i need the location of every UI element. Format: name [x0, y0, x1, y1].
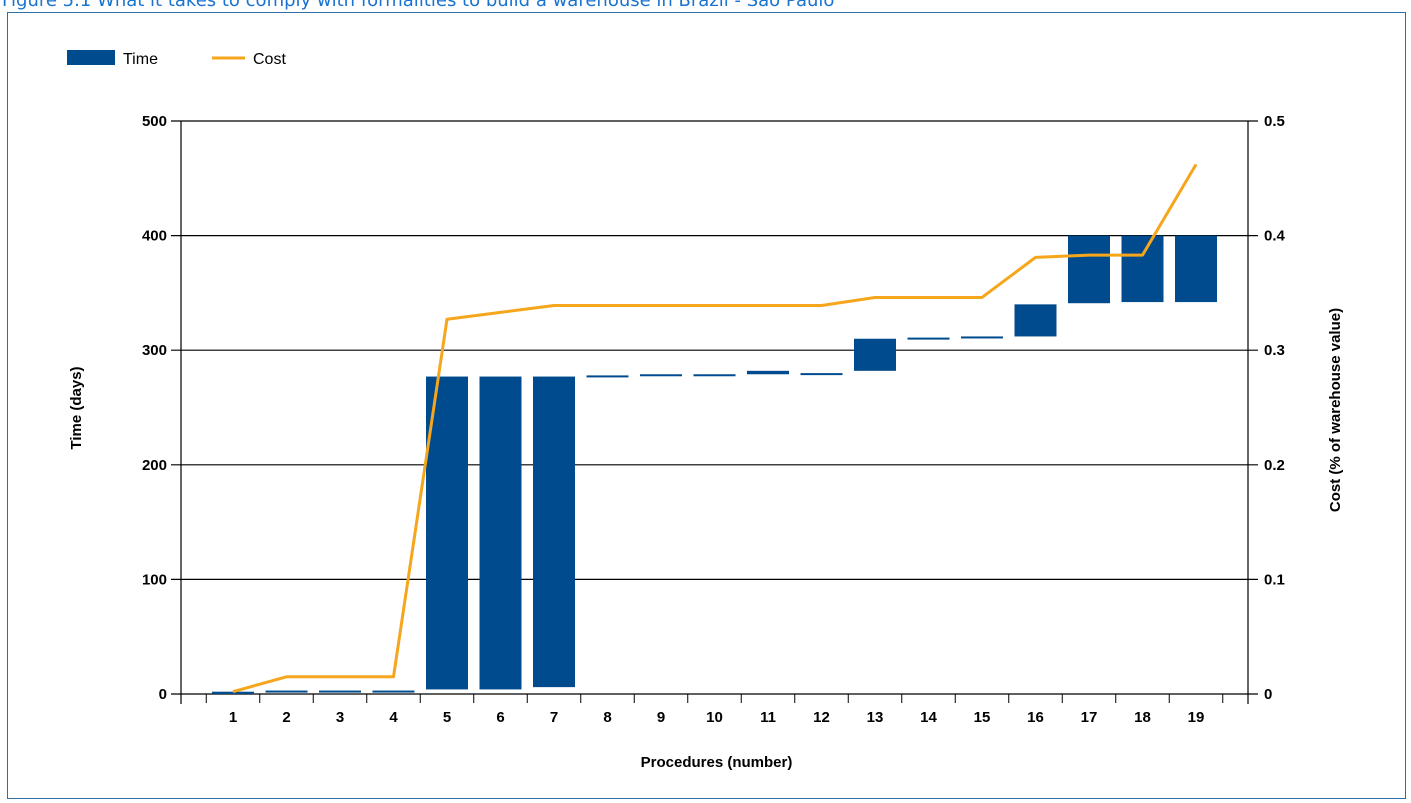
x-tick-label: 6: [496, 709, 504, 726]
y2-tick-label: 0.3: [1264, 342, 1285, 359]
time-bar: [747, 370, 789, 375]
cost-point: [714, 305, 715, 307]
cost-point: [1088, 254, 1090, 256]
cost-point: [1195, 164, 1197, 166]
cost-point: [660, 305, 662, 307]
x-tick-label: 7: [550, 709, 558, 726]
axis-titles: Procedures (number) Time (days) Cost (% of…: [68, 308, 1344, 771]
x-tick-label: 19: [1188, 709, 1205, 726]
x-tick-label: 16: [1027, 709, 1044, 726]
x-tick-label: 14: [920, 709, 937, 726]
x-axis-title: Procedures (number): [641, 754, 793, 771]
x-tick-label: 2: [282, 709, 290, 726]
cost-point: [232, 691, 234, 693]
cost-point: [339, 676, 341, 678]
x-tick-label: 17: [1081, 709, 1098, 726]
axes: [180, 121, 1249, 704]
y2-tick-label: 0.2: [1264, 457, 1285, 474]
time-bar: [907, 337, 950, 340]
y2-tick-label: 0.1: [1264, 571, 1285, 588]
x-tick-label: 8: [603, 709, 611, 726]
time-bar: [1068, 235, 1110, 304]
x-tick-label: 10: [706, 709, 723, 726]
x-tick-label: 4: [389, 709, 398, 726]
figure-title: Figure 5.1 What it takes to comply with …: [2, 0, 835, 11]
x-tick-label: 3: [336, 709, 344, 726]
time-bar: [800, 373, 843, 376]
time-bar: [1014, 304, 1057, 337]
time-bar: [265, 690, 308, 693]
cost-point: [874, 296, 876, 298]
y-tick-label: 100: [142, 571, 167, 588]
y-tick-label: 500: [142, 113, 167, 130]
y-tick-label: 200: [142, 457, 167, 474]
time-bar: [586, 375, 629, 378]
x-tick-label: 5: [443, 709, 451, 726]
cost-point: [393, 676, 394, 678]
cost-point: [928, 296, 929, 298]
time-bar: [961, 336, 1003, 339]
cost-point: [1142, 254, 1143, 256]
x-tick-label: 11: [760, 709, 776, 726]
cost-line-group: [232, 163, 1198, 694]
x-tick-label: 1: [229, 709, 237, 726]
cost-point: [446, 318, 448, 320]
x-tick-label: 18: [1134, 709, 1151, 726]
cost-point: [767, 305, 769, 307]
y-axis-title: Time (days): [68, 366, 85, 449]
y-tick-label: 300: [142, 342, 167, 359]
cost-point: [981, 296, 983, 298]
cost-point: [553, 305, 555, 307]
time-bar: [640, 374, 682, 377]
time-bar: [533, 376, 575, 688]
time-bar: [1175, 235, 1217, 303]
time-bar: [479, 376, 522, 690]
x-tick-label: 12: [813, 709, 830, 726]
cost-point: [500, 311, 501, 313]
y2-tick-label: 0: [1264, 686, 1272, 703]
legend: Time Cost: [67, 50, 286, 68]
x-tick-label: 9: [657, 709, 665, 726]
legend-label-cost: Cost: [253, 51, 286, 68]
x-tick-label: 13: [867, 709, 884, 726]
time-bar: [212, 691, 254, 694]
legend-label-time: Time: [123, 51, 158, 68]
time-bars: [212, 235, 1217, 694]
time-bar: [693, 374, 736, 377]
time-bar: [372, 690, 415, 693]
x-tick-label: 15: [974, 709, 991, 726]
chart-frame: [7, 12, 1406, 799]
y2-tick-label: 0.5: [1264, 113, 1285, 130]
cost-point: [286, 676, 287, 678]
time-bar: [426, 376, 468, 690]
y-tick-label: 400: [142, 228, 167, 245]
time-bar: [854, 338, 896, 371]
y-tick-label: 0: [159, 686, 167, 703]
time-bar: [1121, 235, 1164, 303]
cost-point: [821, 305, 822, 307]
cost-line: [232, 163, 1198, 694]
grid-lines: [171, 120, 1258, 695]
y2-tick-label: 0.4: [1264, 228, 1286, 245]
cost-point: [1035, 256, 1036, 258]
time-bar: [319, 690, 361, 693]
cost-point: [607, 305, 608, 307]
y2-axis-title: Cost (% of warehouse value): [1327, 308, 1344, 512]
legend-swatch-time: [67, 50, 115, 65]
